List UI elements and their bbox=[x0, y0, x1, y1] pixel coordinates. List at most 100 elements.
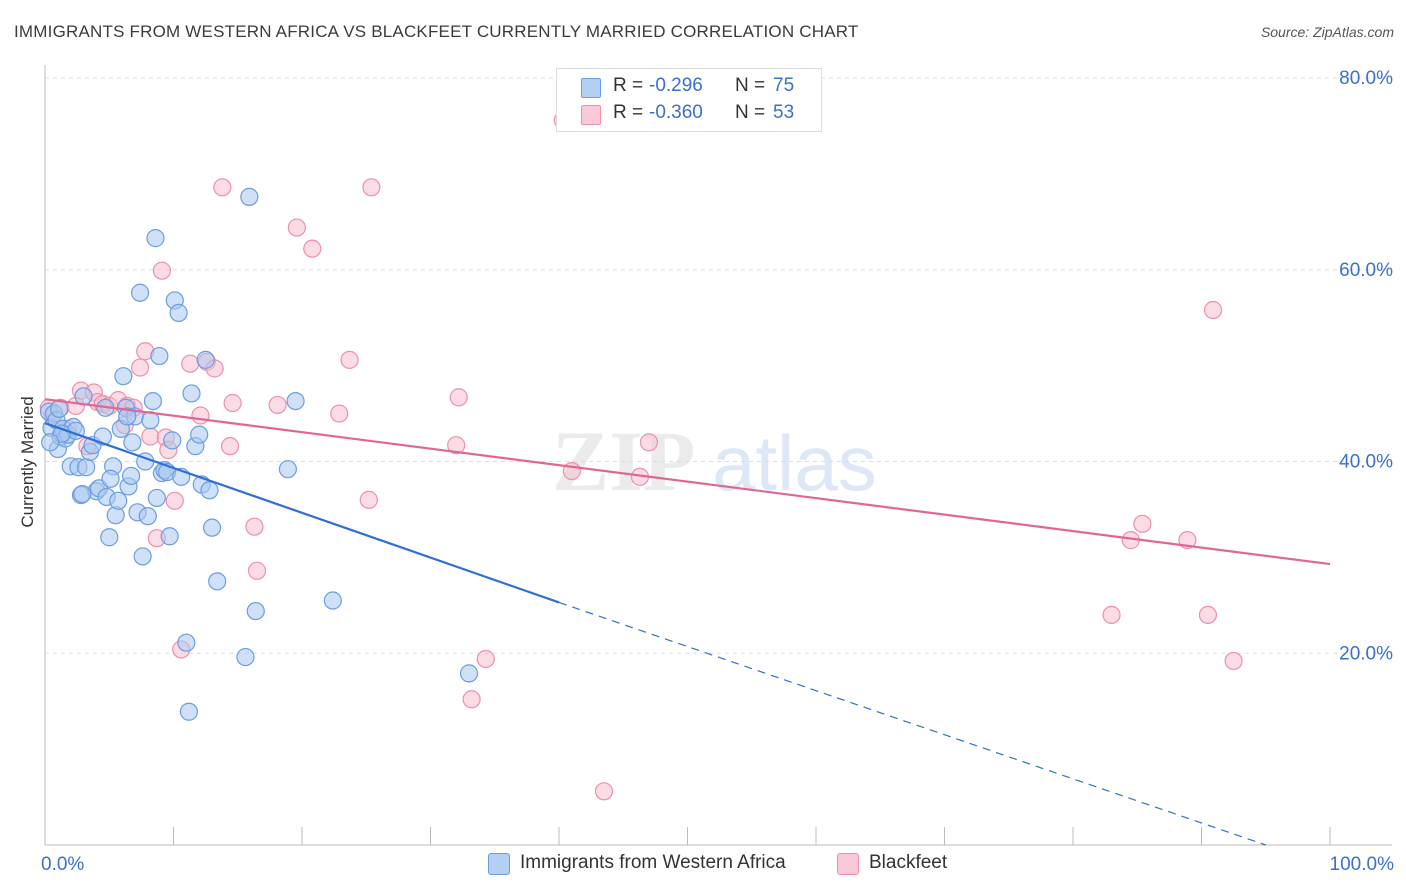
point-western-africa bbox=[208, 572, 227, 591]
point-blackfeet bbox=[245, 517, 264, 536]
point-western-africa bbox=[118, 407, 137, 426]
point-western-africa bbox=[100, 528, 119, 547]
point-western-africa bbox=[138, 507, 157, 526]
point-blackfeet bbox=[594, 782, 614, 801]
point-blackfeet bbox=[449, 388, 468, 407]
point-blackfeet bbox=[1224, 651, 1243, 671]
point-blackfeet bbox=[247, 561, 267, 580]
point-western-africa bbox=[459, 664, 479, 683]
watermark: ZIP atlas bbox=[552, 413, 877, 509]
point-blackfeet bbox=[141, 427, 160, 446]
correlation-legend: R = -0.296 N = 75 R = -0.360 N = 53 bbox=[556, 68, 822, 132]
n-value: 75 bbox=[773, 75, 795, 96]
legend-label: Blackfeet bbox=[869, 852, 948, 873]
point-western-africa bbox=[278, 460, 297, 479]
chart-title: IMMIGRANTS FROM WESTERN AFRICA VS BLACKF… bbox=[14, 22, 859, 41]
y-tick-label: 60.0% bbox=[1339, 260, 1393, 281]
point-blackfeet bbox=[220, 437, 240, 456]
tick-labels: 20.0% 40.0% 60.0% 80.0% 0.0% 100.0% bbox=[41, 68, 1394, 875]
point-blackfeet bbox=[476, 649, 495, 669]
grid-lines bbox=[45, 77, 1392, 654]
point-blackfeet bbox=[223, 393, 242, 413]
point-blackfeet bbox=[462, 690, 481, 709]
point-western-africa bbox=[246, 601, 265, 621]
point-western-africa bbox=[236, 647, 255, 667]
point-blackfeet bbox=[1203, 300, 1223, 320]
legend-swatch-pink bbox=[581, 105, 601, 125]
point-western-africa bbox=[323, 591, 342, 610]
y-tick-label: 20.0% bbox=[1339, 643, 1393, 664]
point-blackfeet bbox=[447, 436, 466, 455]
source-credit: Source: ZipAtlas.com bbox=[1260, 24, 1394, 40]
point-western-africa bbox=[182, 384, 201, 403]
trend-line-western-africa bbox=[44, 422, 560, 604]
point-blackfeet bbox=[1198, 605, 1218, 625]
point-western-africa bbox=[74, 387, 93, 406]
point-western-africa bbox=[109, 491, 128, 510]
point-blackfeet bbox=[165, 491, 184, 510]
r-label: R = bbox=[613, 102, 644, 123]
y-tick-label: 80.0% bbox=[1339, 68, 1393, 89]
legend-swatch-blue bbox=[488, 853, 510, 875]
point-blackfeet bbox=[303, 239, 322, 258]
point-western-africa bbox=[160, 527, 179, 546]
point-western-africa bbox=[200, 481, 219, 500]
legend-label: Immigrants from Western Africa bbox=[520, 852, 786, 873]
point-western-africa bbox=[150, 346, 169, 366]
point-western-africa bbox=[143, 391, 163, 411]
r-label: R = bbox=[613, 75, 644, 96]
point-western-africa bbox=[240, 187, 259, 206]
point-western-africa bbox=[114, 367, 133, 386]
trend-lines bbox=[44, 398, 1331, 846]
data-points bbox=[39, 111, 1243, 801]
point-western-africa bbox=[77, 458, 96, 477]
point-western-africa bbox=[147, 488, 166, 508]
point-western-africa bbox=[123, 433, 142, 452]
point-western-africa bbox=[133, 547, 152, 566]
watermark-zip: ZIP bbox=[552, 413, 695, 509]
point-western-africa bbox=[130, 283, 150, 302]
legend-swatch-blue bbox=[581, 78, 601, 98]
point-western-africa bbox=[202, 518, 222, 537]
point-blackfeet bbox=[191, 406, 210, 425]
point-western-africa bbox=[121, 466, 141, 485]
watermark-atlas: atlas bbox=[712, 419, 877, 507]
axes bbox=[44, 65, 1392, 846]
point-blackfeet bbox=[1133, 514, 1152, 533]
point-blackfeet bbox=[639, 433, 659, 452]
point-western-africa bbox=[196, 350, 215, 369]
trend-line-western-africa-extrapolated bbox=[558, 601, 1266, 846]
point-western-africa bbox=[101, 469, 120, 488]
legend-swatch-pink bbox=[837, 853, 859, 875]
point-western-africa bbox=[146, 229, 165, 248]
point-blackfeet bbox=[213, 178, 232, 197]
r-value: -0.360 bbox=[649, 102, 703, 123]
point-western-africa bbox=[169, 303, 188, 322]
point-blackfeet bbox=[340, 350, 359, 369]
x-tick-label: 100.0% bbox=[1330, 854, 1395, 875]
trend-line-blackfeet bbox=[44, 398, 1331, 566]
x-tick-label: 0.0% bbox=[41, 854, 84, 875]
point-blackfeet bbox=[268, 395, 287, 415]
point-blackfeet bbox=[287, 218, 306, 237]
point-western-africa bbox=[179, 702, 199, 721]
n-value: 53 bbox=[773, 102, 795, 123]
point-western-africa bbox=[163, 431, 182, 450]
point-blackfeet bbox=[130, 358, 150, 377]
point-blackfeet bbox=[152, 261, 172, 280]
point-blackfeet bbox=[181, 354, 200, 373]
point-western-africa bbox=[41, 433, 60, 452]
r-value: -0.296 bbox=[649, 75, 703, 96]
point-blackfeet bbox=[362, 178, 381, 197]
point-western-africa bbox=[190, 425, 209, 444]
point-blackfeet bbox=[1102, 605, 1121, 625]
point-western-africa bbox=[286, 391, 305, 411]
n-label: N = bbox=[735, 102, 766, 123]
point-blackfeet bbox=[330, 404, 349, 423]
point-blackfeet bbox=[359, 490, 378, 509]
n-label: N = bbox=[735, 75, 766, 96]
point-western-africa bbox=[73, 484, 92, 504]
y-tick-label: 40.0% bbox=[1339, 452, 1393, 473]
point-western-africa bbox=[177, 633, 196, 652]
